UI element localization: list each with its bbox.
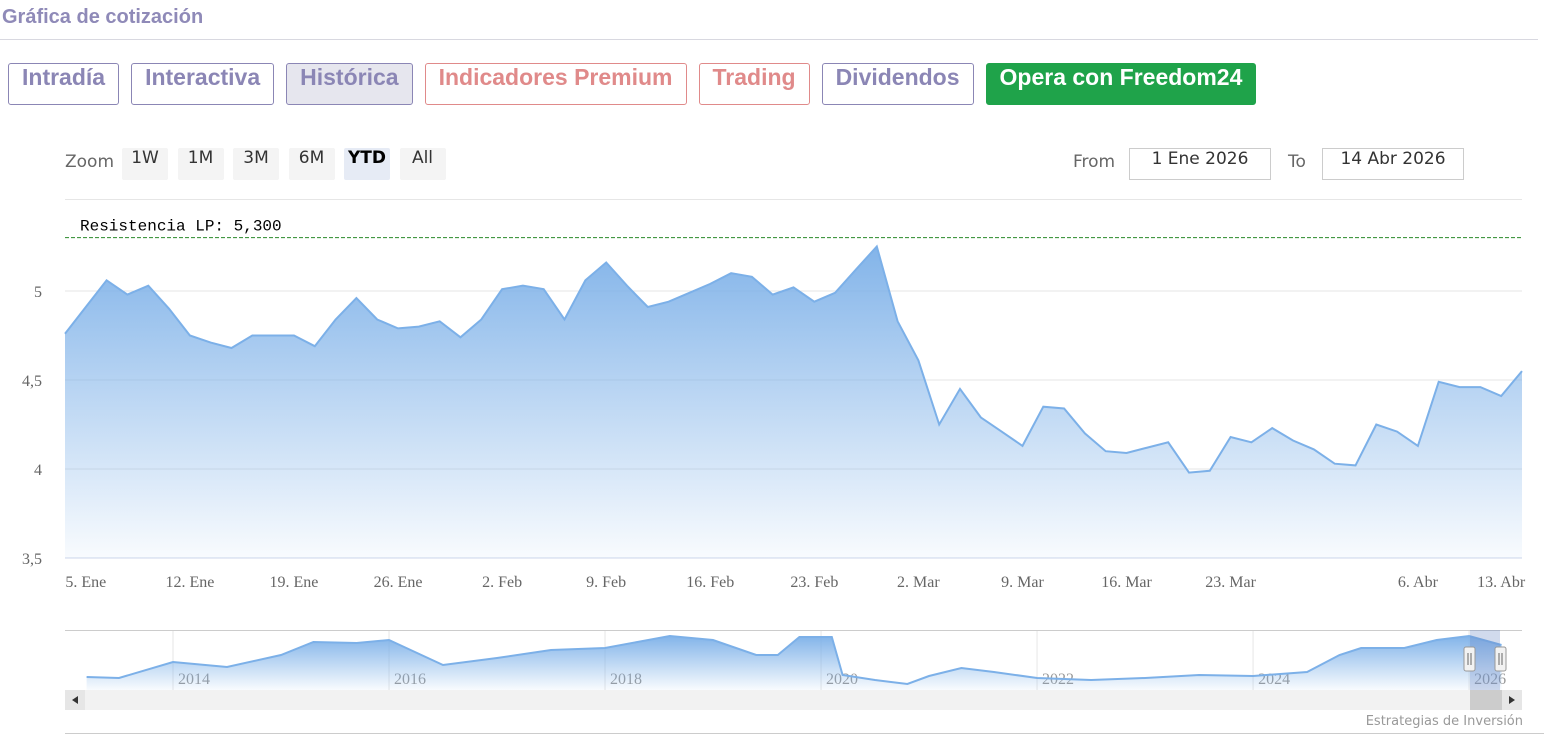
price-line — [86, 634, 1502, 686]
zoom-label: Zoom — [65, 152, 115, 172]
tab-button[interactable]: Dividendos — [821, 63, 974, 105]
price-line — [64, 244, 1523, 474]
x-tick-label: 12. Ene — [165, 574, 214, 591]
x-tick-label: 19. Ene — [270, 574, 319, 591]
x-tick-label: 16. Mar — [1101, 574, 1152, 591]
resistance-label: Resistencia LP: 5,300 — [80, 218, 282, 236]
to-input[interactable]: 14 Abr 2026 — [1322, 148, 1464, 180]
x-tick-label: 5. Ene — [65, 574, 106, 591]
y-tick-label: 4,5 — [22, 373, 42, 390]
zoom-button[interactable]: YTD — [344, 148, 390, 180]
tab-button[interactable]: Trading — [698, 63, 810, 105]
arrow — [1509, 696, 1515, 704]
navigator-handle[interactable] — [1463, 646, 1476, 672]
x-tick-label: 26. Ene — [374, 574, 423, 591]
zoom-button[interactable]: 1M — [177, 148, 224, 180]
x-tick-label: 6. Abr — [1398, 574, 1439, 591]
from-label: From — [1073, 152, 1116, 172]
tab-bar: Intradía Interactiva Histórica Indicadores … — [8, 63, 1257, 105]
zoom-button[interactable]: 1W — [122, 148, 168, 180]
page-title: Gráfica de cotización — [2, 6, 204, 28]
tab-button[interactable]: Intradía — [8, 63, 120, 105]
zoom-button[interactable]: All — [399, 148, 446, 180]
y-tick-label: 5 — [34, 284, 42, 301]
tab-button[interactable]: Histórica — [286, 63, 413, 105]
area-fill — [86, 636, 1502, 690]
x-tick-label: 9. Mar — [1001, 574, 1044, 591]
navigator-handle[interactable] — [1494, 646, 1507, 672]
tab-button[interactable]: Interactiva — [131, 63, 275, 105]
divider — [0, 39, 1538, 40]
scrollbar-thumb[interactable] — [1470, 690, 1502, 710]
y-tick-label: 3,5 — [22, 551, 42, 568]
x-tick-label: 16. Feb — [686, 574, 734, 591]
scrollbar-track[interactable] — [65, 690, 1522, 710]
tab-button[interactable]: Opera con Freedom24 — [985, 63, 1257, 105]
zoom-button[interactable]: 3M — [233, 148, 279, 180]
x-tick-label: 23. Mar — [1205, 574, 1256, 591]
x-tick-label: 9. Feb — [586, 574, 626, 591]
to-label: To — [1288, 152, 1306, 172]
x-tick-label: 2. Mar — [897, 574, 940, 591]
x-tick-label: 2. Feb — [482, 574, 522, 591]
y-tick-label: 4 — [34, 462, 42, 479]
x-tick-label: 23. Feb — [790, 574, 838, 591]
tab-button[interactable]: Indicadores Premium — [424, 63, 687, 105]
arrow — [72, 696, 78, 704]
zoom-button[interactable]: 6M — [288, 148, 335, 180]
area-fill — [65, 246, 1522, 558]
chart-credit: Estrategias de Inversión — [1366, 714, 1523, 729]
x-tick-label: 13. Abr — [1477, 574, 1526, 591]
from-input[interactable]: 1 Ene 2026 — [1129, 148, 1271, 180]
